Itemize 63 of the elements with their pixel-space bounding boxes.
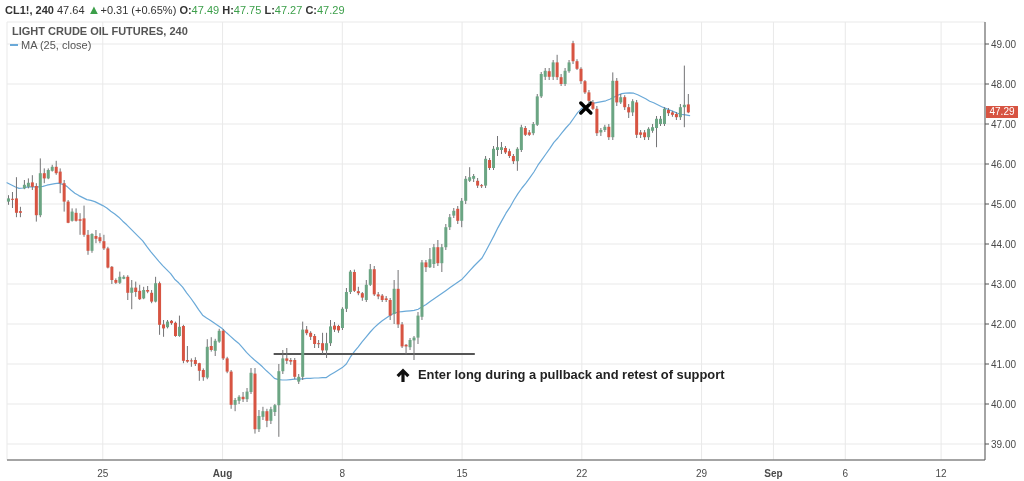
candlestick bbox=[539, 71, 543, 99]
candlestick bbox=[257, 409, 261, 433]
candlestick bbox=[428, 247, 432, 269]
candlestick bbox=[368, 263, 372, 287]
candlestick bbox=[686, 93, 690, 114]
y-tick-label: 40.00 bbox=[991, 398, 1017, 410]
candlestick bbox=[551, 59, 555, 81]
candlestick bbox=[126, 274, 130, 301]
candlestick bbox=[340, 306, 344, 331]
x-tick-label: 22 bbox=[576, 468, 588, 479]
x-tick-label: 29 bbox=[696, 468, 708, 479]
candlestick bbox=[424, 259, 428, 273]
candlestick bbox=[14, 176, 18, 218]
candlestick bbox=[237, 394, 241, 405]
candlestick bbox=[94, 229, 98, 244]
candlestick bbox=[348, 269, 352, 295]
candlestick bbox=[492, 145, 496, 171]
y-tick-label: 45.00 bbox=[991, 198, 1017, 210]
candlestick bbox=[344, 287, 348, 313]
candlestick bbox=[265, 408, 269, 428]
x-tick-label: 6 bbox=[842, 468, 849, 479]
candlestick bbox=[281, 349, 285, 375]
y-tick-label: 43.00 bbox=[991, 278, 1017, 290]
candlestick bbox=[233, 397, 237, 412]
candlestick bbox=[189, 357, 193, 368]
candlestick bbox=[440, 243, 444, 273]
candlestick bbox=[58, 167, 62, 194]
candlestick bbox=[98, 232, 102, 244]
candlestick bbox=[154, 276, 158, 303]
candlestick bbox=[321, 332, 325, 355]
x-tick-label: 15 bbox=[456, 468, 469, 479]
y-tick-label: 41.00 bbox=[991, 358, 1017, 370]
candlestick bbox=[293, 357, 297, 380]
y-tick-label: 49.00 bbox=[991, 38, 1017, 50]
candlestick bbox=[78, 212, 82, 236]
candlestick bbox=[352, 269, 356, 293]
chart-title: CL1!, 240 47.64 ▲+0.31 (+0.65%) O:47.49 H:47.75 L:47.27 C:47.29 bbox=[5, 2, 345, 17]
y-tick-label: 42.00 bbox=[991, 318, 1017, 330]
candlestick bbox=[436, 239, 440, 267]
candlestick bbox=[364, 279, 368, 303]
x-tick-label: Sep bbox=[764, 468, 783, 479]
chart-subtitle: LIGHT CRUDE OIL FUTURES, 240 bbox=[12, 25, 188, 37]
annotation: Enter long during a pullback and retest of support bbox=[418, 367, 725, 382]
y-tick-label: 46.00 bbox=[991, 158, 1017, 170]
y-tick-label: 44.00 bbox=[991, 238, 1017, 250]
x-tick-label: 8 bbox=[339, 468, 346, 479]
candlestick bbox=[130, 279, 134, 310]
candlestick bbox=[615, 77, 619, 107]
x-tick-label: 12 bbox=[935, 468, 948, 479]
candlestick bbox=[432, 243, 436, 269]
annotation: 47.29 bbox=[986, 106, 1018, 119]
candlestick bbox=[325, 332, 329, 359]
x-tick-label: 25 bbox=[97, 468, 109, 479]
candlestick bbox=[460, 197, 464, 228]
candlestick bbox=[90, 232, 94, 254]
y-tick-label: 48.00 bbox=[991, 78, 1017, 90]
x-tick-label: Aug bbox=[212, 468, 233, 479]
y-tick-label: 39.00 bbox=[991, 438, 1017, 450]
y-tick-label: 47.00 bbox=[991, 118, 1017, 130]
legend-label: MA (25, close) bbox=[21, 39, 92, 51]
candlestick bbox=[62, 179, 66, 213]
candlestick bbox=[444, 223, 448, 251]
candlestick bbox=[464, 175, 468, 205]
